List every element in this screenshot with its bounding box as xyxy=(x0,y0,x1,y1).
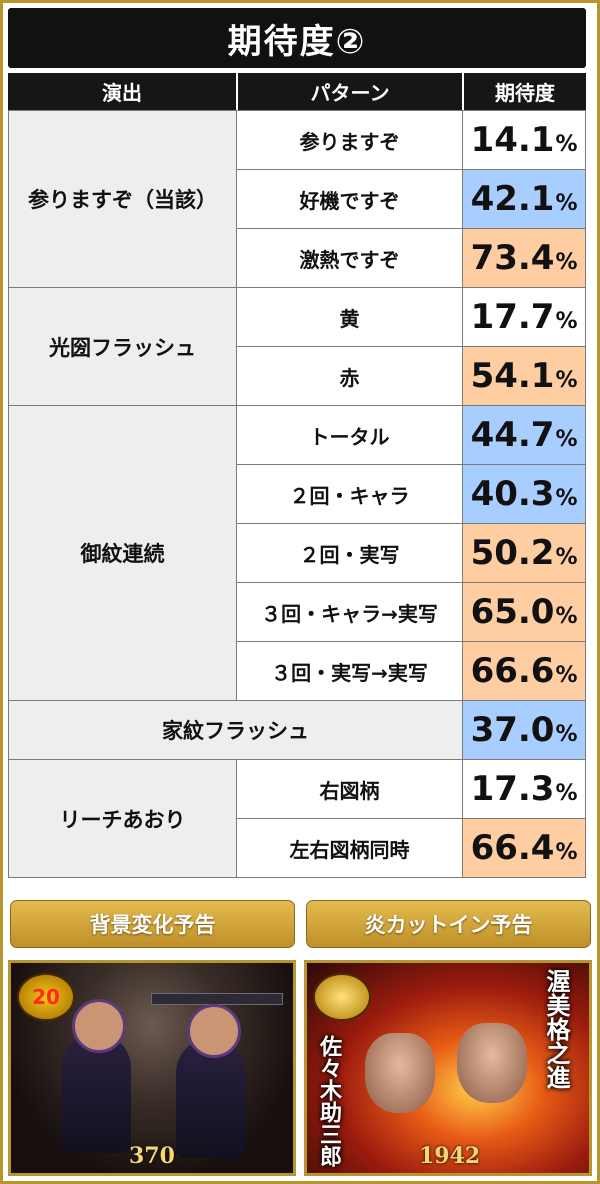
percent-number: 66.6 xyxy=(470,651,555,691)
percent-number: 37.0 xyxy=(470,710,555,750)
percent-number: 73.4 xyxy=(470,238,555,278)
percent-sign: % xyxy=(555,604,578,629)
percent-number: 40.3 xyxy=(470,474,555,514)
table-row: 参りますぞ（当該） 参りますぞ 14.1% xyxy=(7,110,586,288)
pattern-cell: ３回・実写→実写 xyxy=(236,641,464,701)
table-row: ２回・実写 50.2% xyxy=(9,523,586,583)
table-row: 好機ですぞ 42.1% xyxy=(9,169,586,229)
ball-counter: 370 xyxy=(129,1143,175,1169)
expectation-value-cell: 73.4% xyxy=(462,228,586,288)
percent-number: 66.4 xyxy=(470,828,555,868)
rush-badge-icon: 20 xyxy=(17,973,75,1021)
percent-sign: % xyxy=(555,427,578,452)
expectation-value-cell: 66.6% xyxy=(462,641,586,701)
percent-sign: % xyxy=(555,781,578,806)
percent-sign: % xyxy=(555,840,578,865)
expectation-value-cell: 42.1% xyxy=(462,169,586,229)
percent-sign: % xyxy=(555,250,578,275)
expectation-value-cell: 66.4% xyxy=(462,818,586,878)
pattern-cell: 右図柄 xyxy=(236,759,464,819)
character-left xyxy=(61,1033,131,1153)
table-row: 左右図柄同時 66.4% xyxy=(9,818,586,878)
banner-flame-cutin: 炎カットイン予告 xyxy=(306,900,591,948)
percent-sign: % xyxy=(555,368,578,393)
table-row: 赤 54.1% xyxy=(9,346,586,406)
percent-sign: % xyxy=(555,722,578,747)
percent-sign: % xyxy=(555,132,578,157)
percent-number: 42.1 xyxy=(470,179,555,219)
category-cell: 参りますぞ（当該） xyxy=(7,110,238,288)
expectation-value-cell: 50.2% xyxy=(462,523,586,583)
actor-face-left xyxy=(365,1033,435,1113)
page-title: 期待度② xyxy=(8,8,586,68)
header-pattern: パターン xyxy=(238,73,462,110)
percent-number: 65.0 xyxy=(470,592,555,632)
expectation-value-cell: 65.0% xyxy=(462,582,586,642)
screenshot-background-change: 20 370 xyxy=(8,960,296,1176)
percent-number: 17.7 xyxy=(470,297,555,337)
header-enshutsu: 演出 xyxy=(8,73,236,110)
category-cell: 御紋連続 xyxy=(7,405,238,701)
character-right xyxy=(176,1038,246,1158)
percent-sign: % xyxy=(555,545,578,570)
pattern-cell: 好機ですぞ xyxy=(236,169,464,229)
name-atsumi-kakunoshin: 渥美格之進 xyxy=(542,969,571,1089)
screenshot-flame-cutin: 佐々木助三郎 渥美格之進 1942 xyxy=(304,960,592,1176)
banner-background-change: 背景変化予告 xyxy=(10,900,295,948)
table-row: 家紋フラッシュ 37.0% xyxy=(7,700,586,760)
percent-sign: % xyxy=(555,663,578,688)
actor-face-right xyxy=(457,1023,527,1103)
pattern-cell: 左右図柄同時 xyxy=(236,818,464,878)
rush-badge-icon xyxy=(313,973,371,1021)
header-kitaido: 期待度 xyxy=(464,73,586,110)
table-row: 御紋連続 トータル 44.7% xyxy=(7,405,586,701)
character-left-head xyxy=(72,999,126,1053)
pattern-cell: 参りますぞ xyxy=(236,110,464,170)
percent-sign: % xyxy=(555,309,578,334)
expectation-table: 参りますぞ（当該） 参りますぞ 14.1% 好機ですぞ 42.1% 激熱ですぞ 73.4% 光… xyxy=(7,110,586,878)
expectation-value-cell: 54.1% xyxy=(462,346,586,406)
ball-counter: 1942 xyxy=(419,1143,481,1169)
pattern-cell: 黄 xyxy=(236,287,464,347)
table-row: ２回・キャラ 40.3% xyxy=(9,464,586,524)
table-row: ３回・キャラ→実写 65.0% xyxy=(9,582,586,642)
expectation-value-cell: 17.3% xyxy=(462,759,586,819)
pattern-cell: ２回・実写 xyxy=(236,523,464,583)
percent-number: 44.7 xyxy=(470,415,555,455)
percent-number: 50.2 xyxy=(470,533,555,573)
percent-number: 17.3 xyxy=(470,769,555,809)
table-row: リーチあおり 右図柄 17.3% xyxy=(7,759,586,878)
expectation-value-cell: 40.3% xyxy=(462,464,586,524)
expectation-value-cell: 17.7% xyxy=(462,287,586,347)
pattern-cell: ３回・キャラ→実写 xyxy=(236,582,464,642)
expectation-value-cell: 37.0% xyxy=(462,700,586,760)
name-sasaki-sukesaburo: 佐々木助三郎 xyxy=(316,1035,342,1167)
pattern-cell: 赤 xyxy=(236,346,464,406)
category-cell: 光圀フラッシュ xyxy=(7,287,238,406)
pattern-cell: ２回・キャラ xyxy=(236,464,464,524)
expectation-value-cell: 44.7% xyxy=(462,405,586,465)
pattern-cell: 激熱ですぞ xyxy=(236,228,464,288)
table-row: 光圀フラッシュ黄 17.7% xyxy=(7,287,586,406)
percent-sign: % xyxy=(555,191,578,216)
character-right-head xyxy=(187,1004,241,1058)
percent-number: 14.1 xyxy=(470,120,555,160)
percent-sign: % xyxy=(555,486,578,511)
category-cell: リーチあおり xyxy=(7,759,238,878)
percent-number: 54.1 xyxy=(470,356,555,396)
expectation-value-cell: 14.1% xyxy=(462,110,586,170)
pattern-cell: トータル xyxy=(236,405,464,465)
category-cell: 家紋フラッシュ xyxy=(7,700,464,760)
